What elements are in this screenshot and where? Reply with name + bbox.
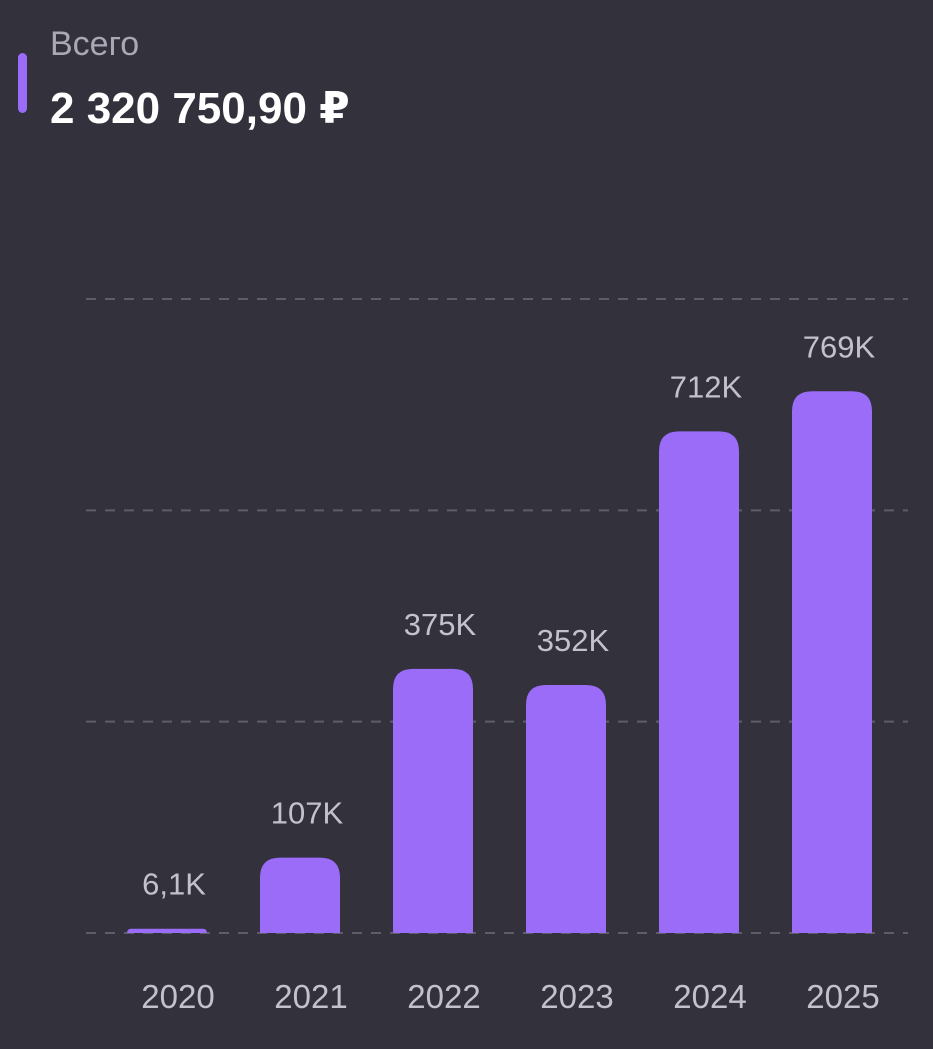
category-label-2023: 2023 (540, 978, 613, 1015)
category-label-2020: 2020 (141, 978, 214, 1015)
value-label-2024: 712K (670, 369, 743, 404)
bar-2024 (659, 431, 739, 933)
category-label-2025: 2025 (806, 978, 879, 1015)
value-label-2025: 769K (803, 329, 876, 364)
value-label-2022: 375K (404, 607, 477, 642)
category-label-2024: 2024 (673, 978, 746, 1015)
bar-2025 (792, 391, 872, 933)
legend-marker (18, 53, 27, 113)
bar-2021 (260, 857, 340, 933)
bar-2020 (127, 928, 207, 933)
bar-2023 (526, 685, 606, 933)
value-label-2020: 6,1K (142, 867, 206, 902)
category-label-2021: 2021 (274, 978, 347, 1015)
total-value: 2 320 750,90 ₽ (50, 84, 350, 133)
value-label-2023: 352K (537, 623, 610, 658)
value-label-2021: 107K (271, 796, 344, 831)
bar-2022 (393, 668, 473, 933)
total-label: Всего (50, 25, 140, 63)
category-label-2022: 2022 (407, 978, 480, 1015)
